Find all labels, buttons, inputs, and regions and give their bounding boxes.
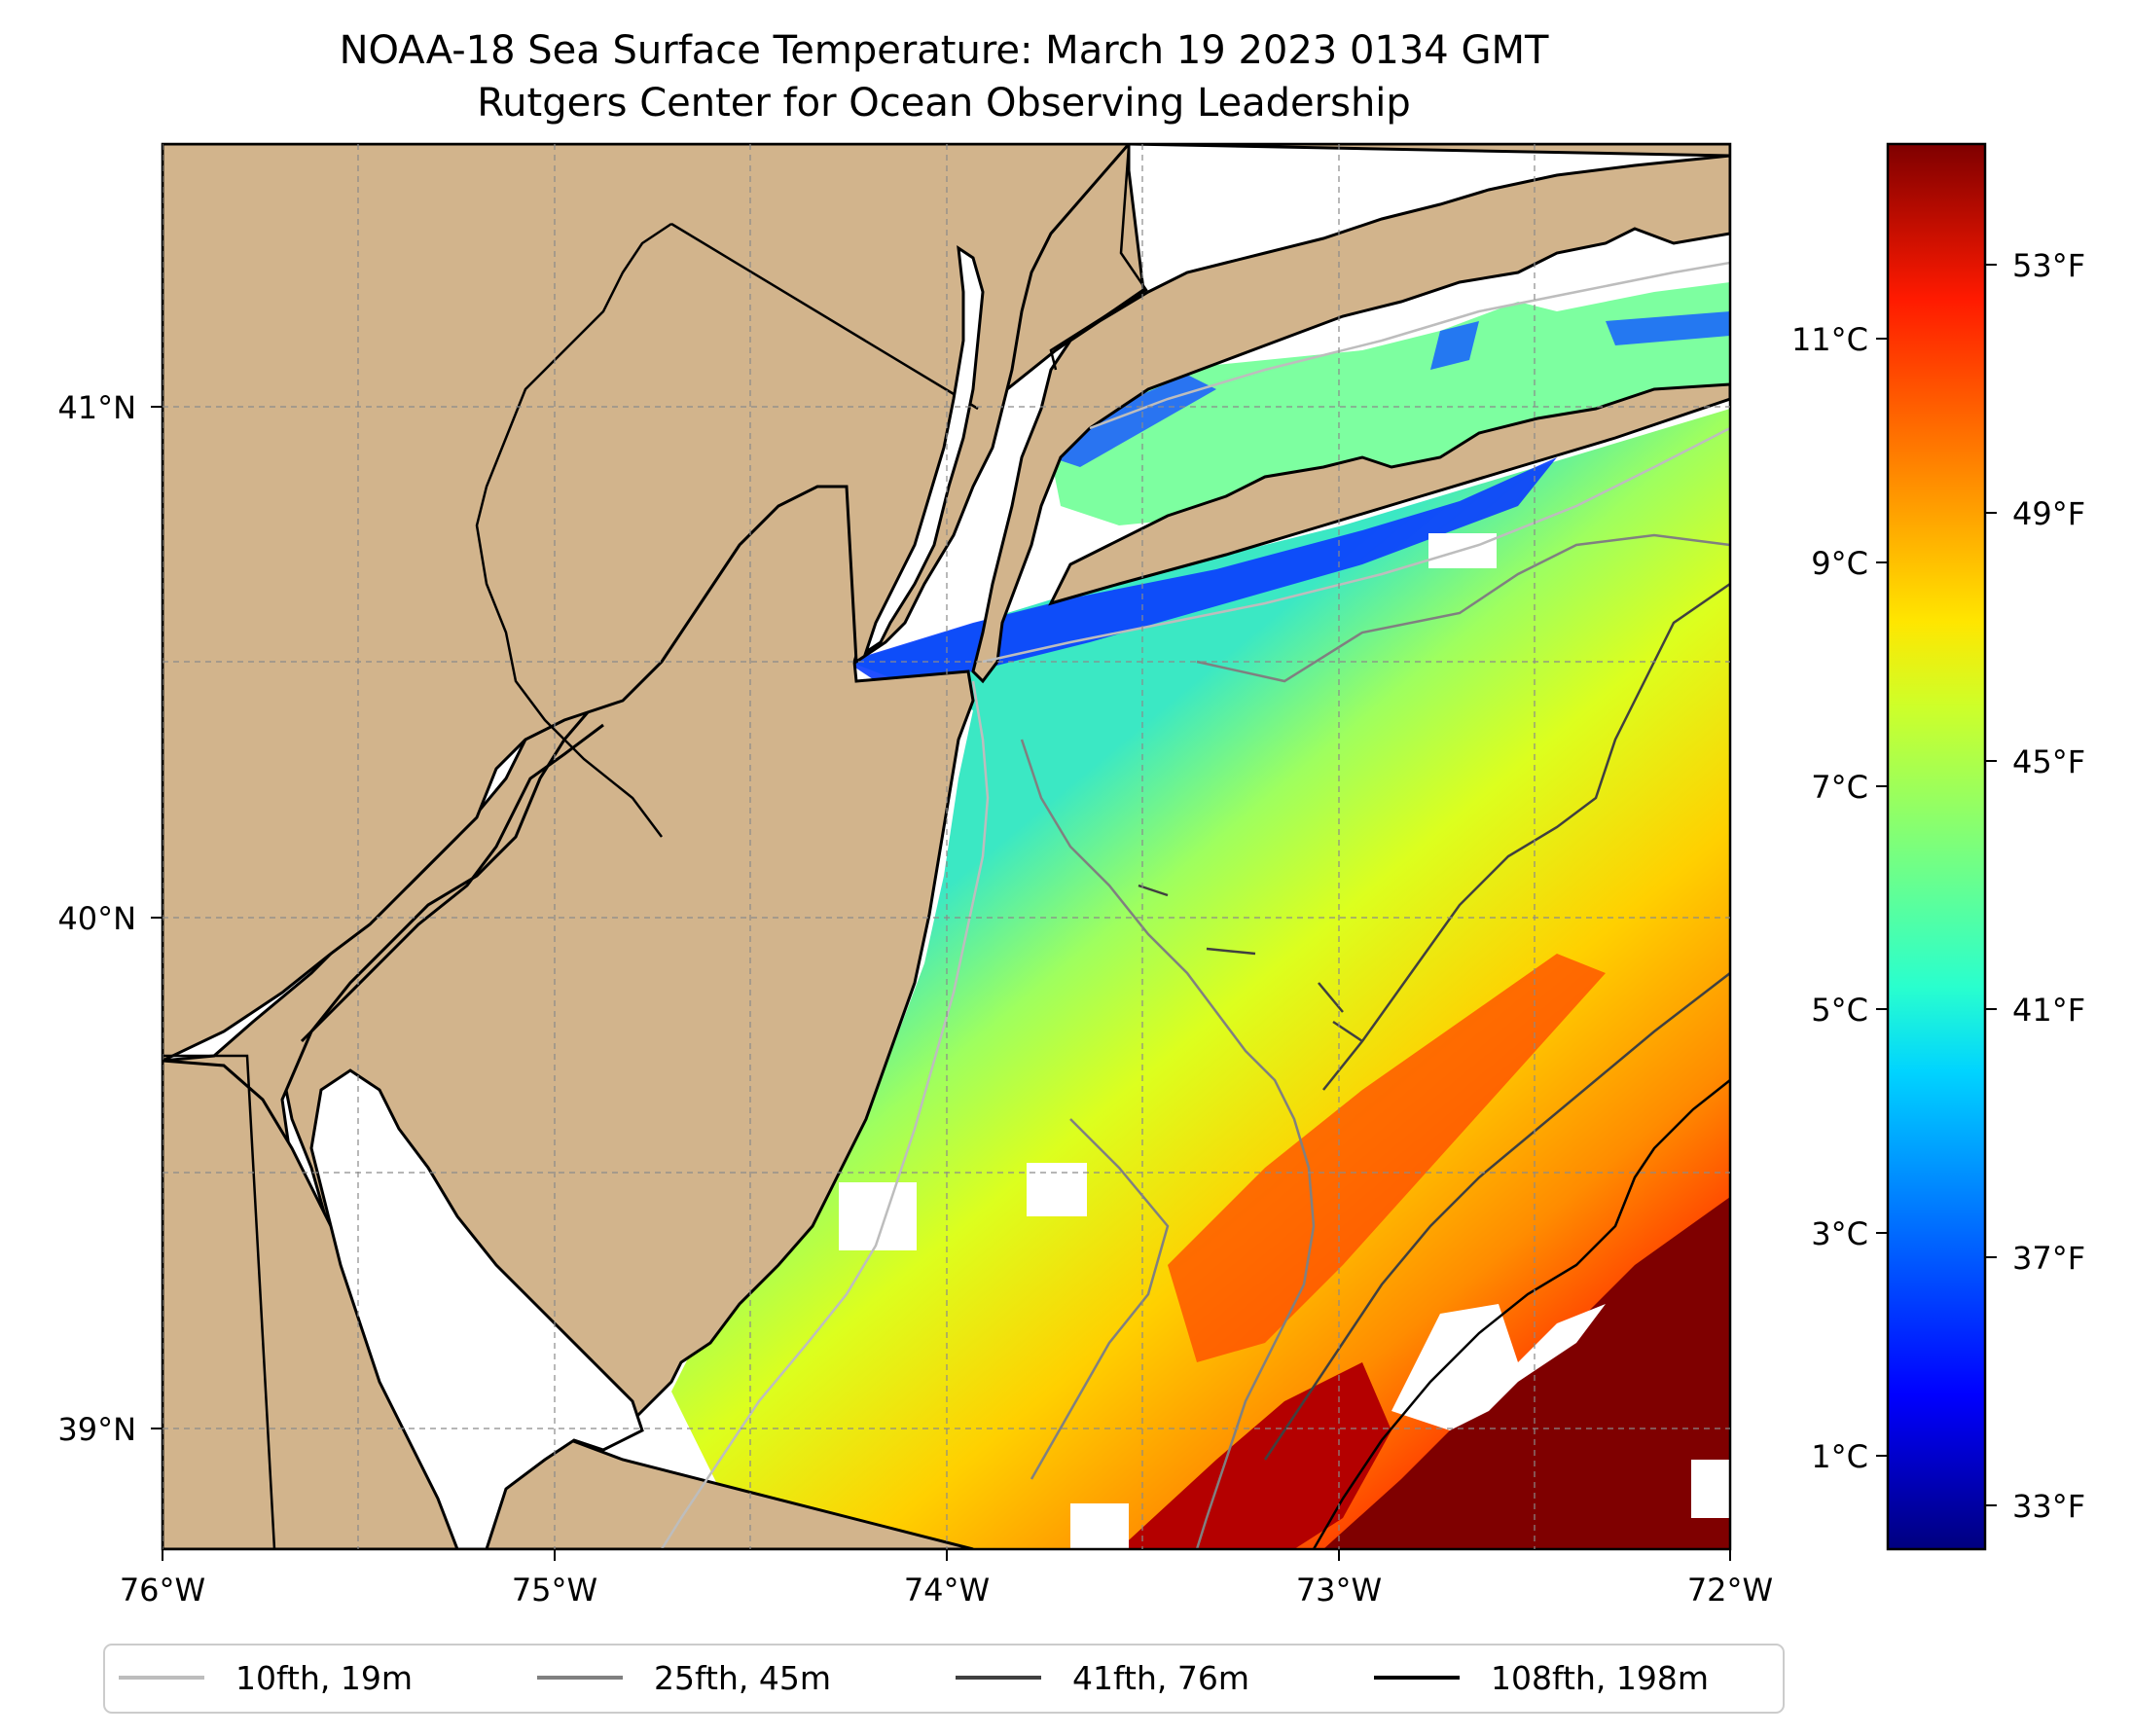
legend-item-108fth: 108fth, 198m bbox=[1374, 1659, 1709, 1697]
legend-label: 25fth, 45m bbox=[654, 1659, 831, 1697]
lon-tick-label: 73°W bbox=[1296, 1572, 1382, 1609]
colorbar: 11°C 9°C 7°C 5°C 3°C 1°C 53°F 49°F 45°F … bbox=[1791, 142, 2085, 1551]
legend-label: 108fth, 198m bbox=[1491, 1659, 1709, 1697]
colorbar-fahrenheit-label: 41°F bbox=[2012, 992, 2085, 1029]
colorbar-fahrenheit-label: 33°F bbox=[2012, 1488, 2085, 1525]
colorbar-celsius-label: 11°C bbox=[1791, 321, 1868, 358]
sst-warm-southeast-2 bbox=[1119, 1362, 1391, 1549]
colorbar-fahrenheit-label: 49°F bbox=[2012, 495, 2085, 532]
sst-warm-mid bbox=[1168, 954, 1606, 1362]
state-border-pa-md bbox=[163, 1054, 276, 1549]
map-gridlines bbox=[163, 144, 1730, 1549]
colorbar-celsius-label: 5°C bbox=[1811, 992, 1868, 1029]
state-border-ny-ct bbox=[1049, 145, 1148, 371]
colorbar-gradient bbox=[1886, 142, 1987, 1551]
map-title: NOAA-18 Sea Surface Temperature: March 1… bbox=[339, 28, 1549, 73]
legend-label: 41fth, 76m bbox=[1072, 1659, 1249, 1697]
state-border-pa-nj-north bbox=[475, 222, 672, 838]
isobath-10fth bbox=[660, 261, 1730, 1549]
map-subtitle: Rutgers Center for Ocean Observing Leade… bbox=[477, 81, 1411, 126]
delaware-river bbox=[300, 723, 604, 1043]
cloud-gap-4 bbox=[1391, 1304, 1606, 1430]
lat-axis: 41°N 40°N 39°N bbox=[57, 389, 163, 1448]
isobath-legend: 10fth, 19m 25fth, 45m 41fth, 76m 108fth,… bbox=[103, 1644, 1785, 1714]
legend-item-10fth: 10fth, 19m bbox=[119, 1659, 413, 1697]
colorbar-fahrenheit-label: 53°F bbox=[2012, 247, 2085, 284]
isobath-108fth bbox=[1312, 1079, 1730, 1549]
cloud-gap-long-island-sound bbox=[1187, 226, 1730, 368]
legend-box bbox=[103, 1644, 1785, 1714]
sst-cold-bight bbox=[847, 457, 1557, 681]
land-long-island bbox=[1048, 382, 1730, 606]
colorbar-fahrenheit-label: 45°F bbox=[2012, 743, 2085, 780]
colorbar-celsius-label: 7°C bbox=[1811, 769, 1868, 806]
isobath-25fth bbox=[1020, 533, 1730, 1549]
nj-coastline bbox=[163, 144, 1131, 1063]
colorbar-celsius-label: 1°C bbox=[1811, 1438, 1868, 1475]
legend-label: 10fth, 19m bbox=[235, 1659, 413, 1697]
isobath-41fth bbox=[1138, 582, 1730, 1461]
lon-tick-label: 72°W bbox=[1687, 1572, 1773, 1609]
delaware-bay bbox=[309, 1068, 644, 1549]
sst-cold-sound-east bbox=[1430, 311, 1730, 370]
lon-tick-label: 75°W bbox=[512, 1572, 597, 1609]
lat-tick-label: 40°N bbox=[57, 900, 136, 937]
state-border-ny-nj bbox=[670, 222, 979, 411]
legend-item-25fth: 25fth, 45m bbox=[537, 1659, 831, 1697]
map-area bbox=[163, 144, 1730, 1549]
legend-item-41fth: 41fth, 76m bbox=[956, 1659, 1249, 1697]
lat-tick-label: 41°N bbox=[57, 389, 136, 426]
lon-axis: 76°W 75°W 74°W 73°W 72°W bbox=[120, 1549, 1773, 1609]
cloud-gap-2 bbox=[1027, 1163, 1087, 1216]
sst-field-sound bbox=[1051, 272, 1730, 525]
cloud-gap-6 bbox=[1691, 1460, 1730, 1518]
colorbar-celsius-label: 9°C bbox=[1811, 545, 1868, 582]
colorbar-fahrenheit-label: 37°F bbox=[2012, 1240, 2085, 1277]
lon-tick-label: 74°W bbox=[904, 1572, 990, 1609]
cloud-gap-5 bbox=[1070, 1503, 1129, 1549]
hudson-river bbox=[863, 244, 985, 656]
colorbar-celsius-label: 3°C bbox=[1811, 1215, 1868, 1252]
lat-tick-label: 39°N bbox=[57, 1411, 136, 1448]
lon-tick-label: 76°W bbox=[120, 1572, 205, 1609]
